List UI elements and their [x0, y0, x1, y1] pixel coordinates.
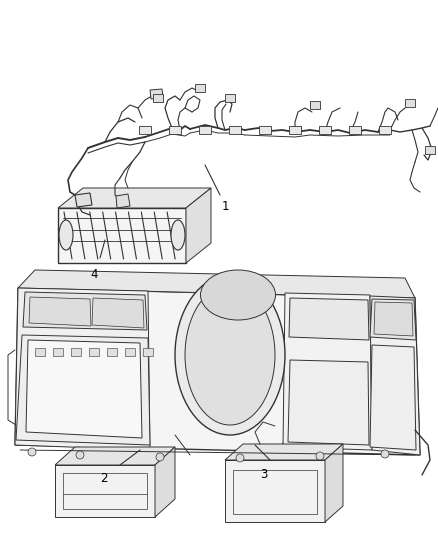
Polygon shape: [92, 298, 144, 328]
Polygon shape: [150, 89, 163, 99]
Circle shape: [28, 448, 36, 456]
Polygon shape: [143, 348, 153, 356]
Polygon shape: [169, 126, 181, 134]
Polygon shape: [259, 126, 271, 134]
Polygon shape: [195, 84, 205, 92]
Ellipse shape: [59, 220, 73, 250]
Polygon shape: [289, 298, 369, 340]
Polygon shape: [15, 288, 420, 455]
Polygon shape: [186, 188, 211, 263]
Text: 1: 1: [222, 200, 230, 213]
Polygon shape: [199, 126, 211, 134]
Polygon shape: [288, 360, 369, 445]
Polygon shape: [89, 348, 99, 356]
Ellipse shape: [185, 285, 275, 425]
Polygon shape: [310, 101, 320, 109]
Polygon shape: [53, 348, 63, 356]
Polygon shape: [283, 293, 372, 450]
Polygon shape: [75, 193, 92, 207]
Polygon shape: [26, 340, 142, 438]
Polygon shape: [125, 348, 135, 356]
Polygon shape: [405, 99, 415, 107]
Polygon shape: [319, 126, 331, 134]
Polygon shape: [349, 126, 361, 134]
Polygon shape: [370, 299, 416, 340]
Ellipse shape: [201, 270, 276, 320]
Polygon shape: [35, 348, 45, 356]
Polygon shape: [370, 345, 416, 450]
Polygon shape: [55, 447, 175, 465]
Polygon shape: [374, 302, 413, 336]
Polygon shape: [225, 460, 325, 522]
Polygon shape: [325, 444, 343, 522]
Polygon shape: [425, 146, 435, 154]
Circle shape: [381, 450, 389, 458]
Polygon shape: [225, 444, 343, 460]
Polygon shape: [153, 94, 163, 102]
Polygon shape: [370, 296, 420, 455]
Polygon shape: [229, 126, 241, 134]
Polygon shape: [289, 126, 301, 134]
Text: 2: 2: [100, 472, 107, 485]
Circle shape: [76, 451, 84, 459]
Polygon shape: [58, 208, 186, 263]
Polygon shape: [16, 335, 150, 445]
Circle shape: [156, 453, 164, 461]
Polygon shape: [58, 188, 211, 208]
Polygon shape: [55, 465, 155, 517]
Ellipse shape: [171, 220, 185, 250]
Circle shape: [316, 452, 324, 460]
Polygon shape: [139, 126, 151, 134]
Polygon shape: [225, 94, 235, 102]
Polygon shape: [29, 297, 91, 326]
Text: 3: 3: [260, 468, 267, 481]
Polygon shape: [23, 292, 147, 330]
Polygon shape: [155, 447, 175, 517]
Polygon shape: [71, 348, 81, 356]
Text: 4: 4: [90, 268, 98, 281]
Circle shape: [236, 454, 244, 462]
Polygon shape: [379, 126, 391, 134]
Polygon shape: [107, 348, 117, 356]
Polygon shape: [15, 288, 150, 450]
Polygon shape: [18, 270, 415, 298]
Ellipse shape: [175, 275, 285, 435]
Polygon shape: [116, 194, 130, 208]
